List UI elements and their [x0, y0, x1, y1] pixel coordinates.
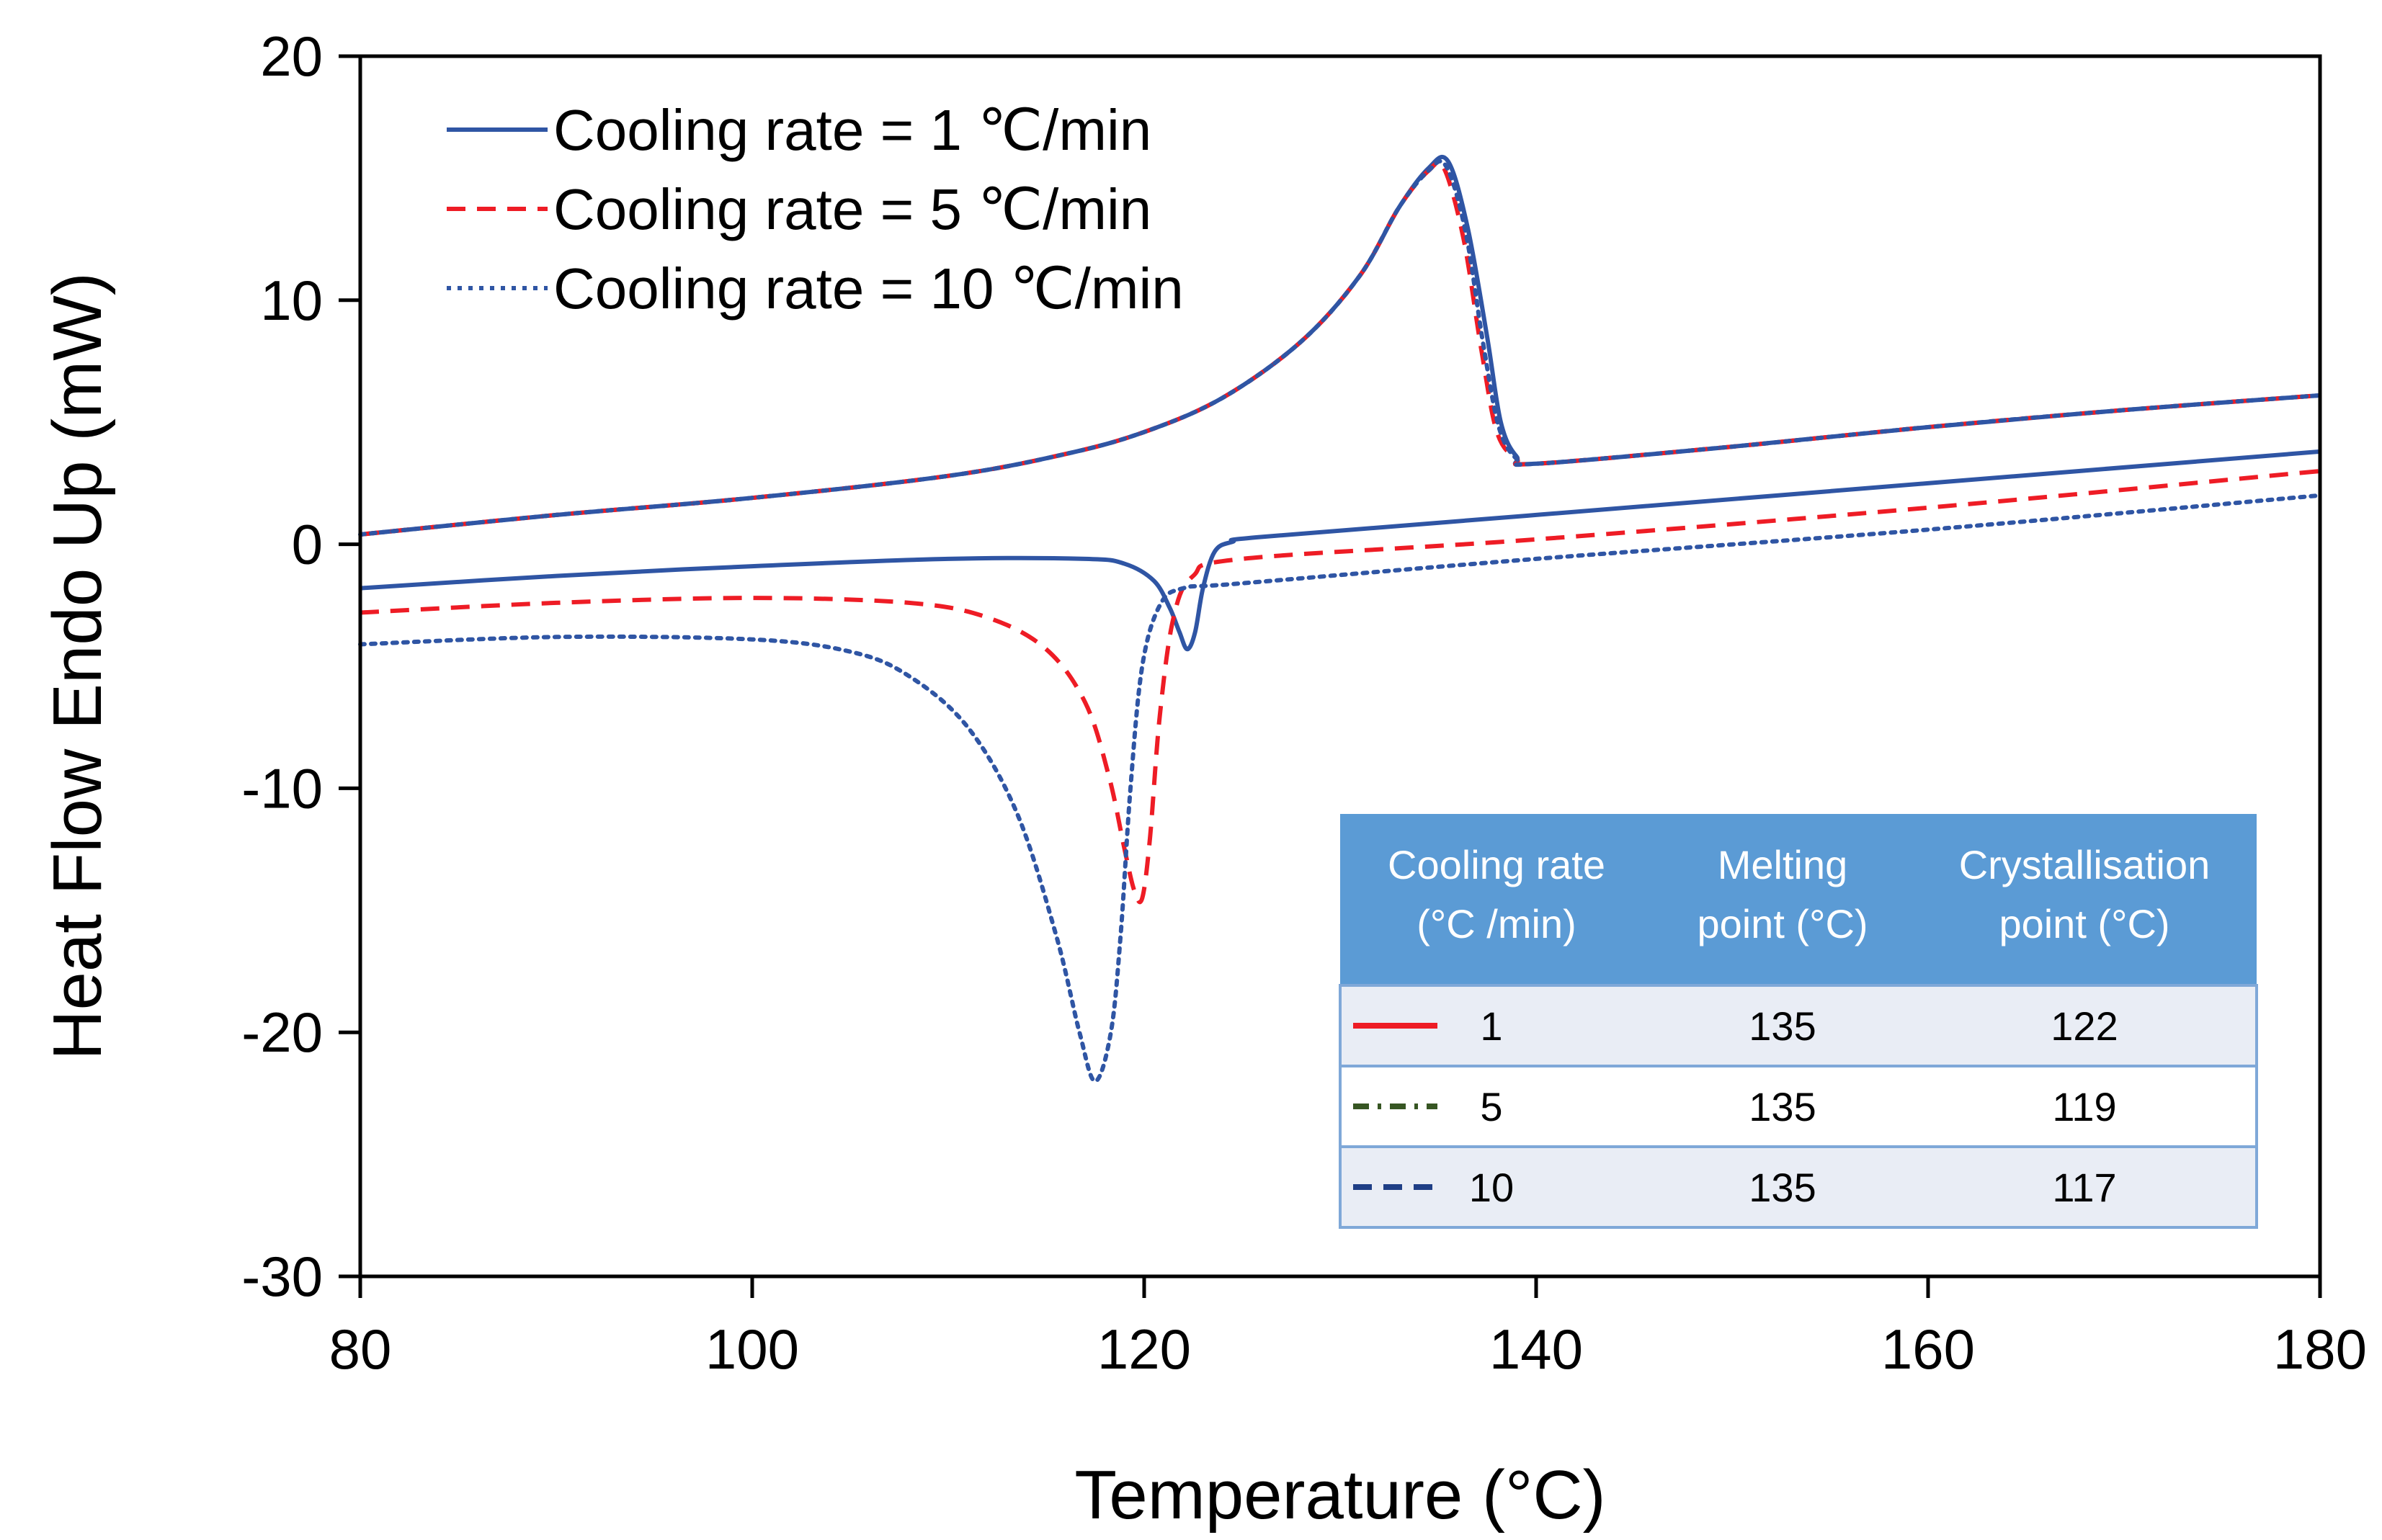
- table-header-cell: (°C /min): [1417, 901, 1576, 946]
- table-header-cell: Crystallisation: [1959, 842, 2211, 887]
- table-cell-melting: 135: [1749, 1165, 1816, 1210]
- series-layer: [358, 155, 2322, 1083]
- table-cell-rate: 10: [1469, 1165, 1514, 1210]
- table-row: [1339, 1065, 2258, 1148]
- series-line-2: [358, 158, 2322, 537]
- x-tick-label: 120: [1097, 1317, 1191, 1381]
- y-tick-label: -20: [241, 1000, 323, 1064]
- table-cell-crystallisation: 119: [2052, 1084, 2116, 1129]
- x-tick-label: 180: [2273, 1317, 2367, 1381]
- y-tick-label: -10: [241, 756, 323, 820]
- series-line-5: [358, 493, 2322, 1083]
- table-cell-rate: 5: [1480, 1084, 1502, 1129]
- x-tick-label: 160: [1881, 1317, 1975, 1381]
- legend-entry-0: Cooling rate = 1 ℃/min: [553, 98, 1151, 162]
- table-row: [1339, 984, 2258, 1067]
- table-header-cell: point (°C): [1999, 901, 2169, 946]
- table-header-cell: point (°C): [1697, 901, 1868, 946]
- table-cell-rate: 1: [1480, 1003, 1502, 1049]
- legend: Cooling rate = 1 ℃/min Cooling rate = 5 ℃…: [447, 98, 1184, 321]
- x-axis-title: Temperature (°C): [1074, 1456, 1605, 1534]
- table-row: [1339, 1145, 2258, 1229]
- table-cell-melting: 135: [1749, 1084, 1816, 1129]
- series-line-4: [360, 469, 2321, 905]
- y-axis-title: Heat Flow Endo Up (mW): [39, 272, 116, 1060]
- plot-frame: [358, 54, 2322, 1279]
- y-tick-label: 20: [260, 24, 323, 88]
- inset-table: Cooling rate (°C /min) Melting point (°C) Cr…: [1339, 814, 2258, 1229]
- x-tick-label: 100: [705, 1317, 799, 1381]
- x-tick-label: 80: [329, 1317, 392, 1381]
- legend-entry-2: Cooling rate = 10 ℃/min: [553, 256, 1184, 321]
- table-cell-crystallisation: 117: [2052, 1165, 2116, 1210]
- legend-entry-1: Cooling rate = 5 ℃/min: [553, 177, 1151, 241]
- y-tick-label: 10: [260, 269, 323, 332]
- table-cell-melting: 135: [1749, 1003, 1816, 1049]
- table-header-bg: [1340, 814, 2257, 985]
- table-header-cell: Melting: [1718, 842, 1848, 887]
- axes-layer: -30 -20 -10 0 10 20 80 100 120 140 160 180: [241, 24, 2367, 1381]
- y-tick-label: 0: [292, 513, 323, 576]
- x-tick-label: 140: [1489, 1317, 1583, 1381]
- y-tick-label: -30: [241, 1245, 323, 1308]
- table-cell-crystallisation: 122: [2051, 1003, 2118, 1049]
- table-header-cell: Cooling rate: [1388, 842, 1605, 887]
- series-line-3: [360, 449, 2321, 652]
